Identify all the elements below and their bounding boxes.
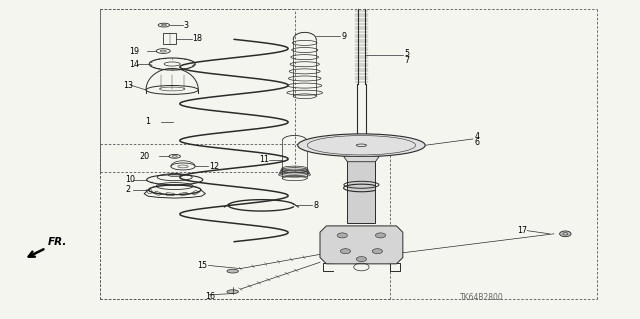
- Bar: [153, 191, 162, 196]
- Text: 16: 16: [205, 292, 215, 300]
- Circle shape: [356, 256, 367, 262]
- Text: 1: 1: [145, 117, 150, 126]
- Polygon shape: [344, 156, 380, 162]
- Circle shape: [340, 249, 351, 254]
- Polygon shape: [320, 226, 403, 264]
- Circle shape: [372, 249, 383, 254]
- Text: 18: 18: [193, 34, 202, 43]
- Text: 6: 6: [474, 138, 479, 147]
- Text: 10: 10: [125, 175, 136, 184]
- Bar: [348, 160, 376, 223]
- Text: 8: 8: [314, 201, 319, 210]
- Text: 14: 14: [129, 60, 140, 69]
- Circle shape: [376, 233, 386, 238]
- Ellipse shape: [227, 290, 239, 293]
- Text: 15: 15: [197, 261, 207, 270]
- Text: 9: 9: [341, 32, 346, 41]
- Text: 5: 5: [404, 49, 409, 58]
- Text: FR.: FR.: [48, 237, 67, 247]
- Text: 17: 17: [518, 226, 527, 235]
- Text: 19: 19: [129, 47, 140, 56]
- Text: 3: 3: [184, 21, 189, 30]
- Text: 7: 7: [404, 56, 409, 65]
- Ellipse shape: [227, 269, 239, 273]
- Ellipse shape: [559, 231, 571, 237]
- Bar: [166, 193, 174, 196]
- Text: 2: 2: [125, 185, 131, 194]
- Bar: [179, 192, 188, 196]
- Text: TK64B2800: TK64B2800: [460, 293, 504, 301]
- Bar: [191, 190, 200, 195]
- Ellipse shape: [298, 134, 425, 157]
- Text: 20: 20: [140, 152, 150, 161]
- Bar: [146, 189, 153, 194]
- Text: 12: 12: [209, 162, 220, 171]
- Text: 4: 4: [474, 132, 479, 141]
- Text: 11: 11: [259, 155, 269, 164]
- Bar: [163, 33, 176, 44]
- Circle shape: [337, 233, 348, 238]
- Text: 13: 13: [123, 81, 133, 90]
